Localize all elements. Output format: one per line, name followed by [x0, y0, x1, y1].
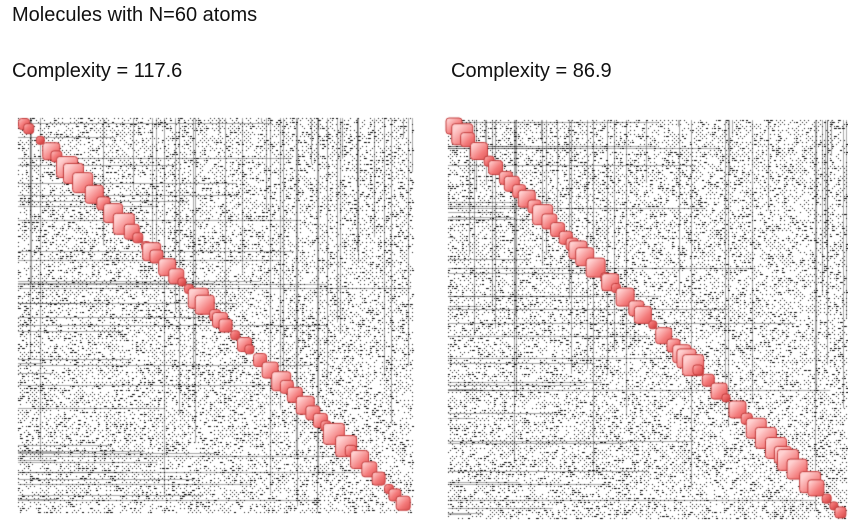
matrix-plot-left — [10, 110, 420, 530]
panel-left-label: Complexity = 117.6 — [12, 60, 183, 82]
panel-right-label: Complexity = 86.9 — [451, 60, 612, 82]
figure-title: Molecules with N=60 atoms — [12, 4, 258, 26]
matrix-plot-right — [438, 110, 848, 530]
